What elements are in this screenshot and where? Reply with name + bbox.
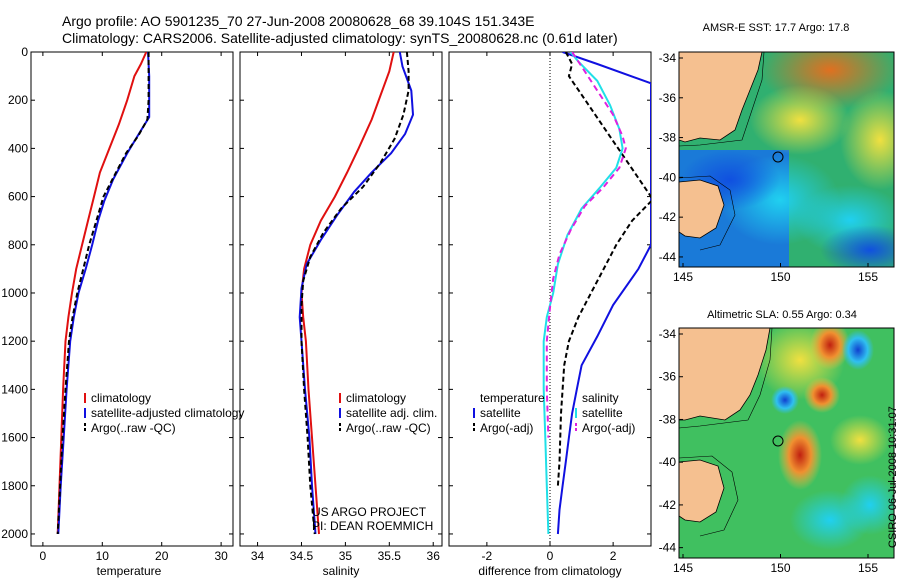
map-xtick-label: 155 <box>858 561 878 575</box>
depth-tick-label: 800 <box>8 238 28 252</box>
difference-series-temperature-argo-adj- <box>556 52 651 486</box>
sla-map-frame <box>678 327 895 559</box>
map-xtick-label: 150 <box>770 270 790 284</box>
legend-label: salinity <box>582 391 619 405</box>
figure-title-line1: Argo profile: AO 5901235_70 27-Jun-2008 … <box>62 13 535 29</box>
depth-tick-label: 1200 <box>1 334 28 348</box>
difference-xtick-label: 0 <box>547 549 554 563</box>
map-ytick-label: -44 <box>659 541 677 555</box>
map-ytick-label: -42 <box>659 210 677 224</box>
sla-tasmania <box>679 459 725 523</box>
temperature-series-climatology <box>56 52 148 535</box>
sla-mainland <box>679 328 771 421</box>
map-xtick-label: 145 <box>673 270 693 284</box>
sst-map-frame <box>678 51 895 268</box>
legend-label: climatology <box>346 391 406 405</box>
sla-argo-location-marker <box>772 435 784 447</box>
difference-series-temperature-satellite <box>556 52 651 535</box>
legend-label: climatology <box>91 391 151 405</box>
map-ytick-label: -44 <box>659 250 677 264</box>
map-ytick-label: -34 <box>659 327 677 341</box>
depth-tick-label: 200 <box>8 93 28 107</box>
legend-label: temperature <box>480 391 545 405</box>
salinity-panel: 34 34.5 35 35.5 36 salinity climatologysatel… <box>239 51 443 578</box>
salinity-axes-frame <box>239 51 443 547</box>
depth-tick-label: 0 <box>21 45 28 59</box>
map-ytick-label: -38 <box>659 131 677 145</box>
map-xtick-label: 145 <box>673 561 693 575</box>
sst-mainland <box>679 52 763 143</box>
difference-xtick-label: -2 <box>482 549 493 563</box>
map-ytick-label: -40 <box>659 170 677 184</box>
map-ytick-label: -40 <box>659 455 677 469</box>
legend-label: Argo(-adj) <box>582 421 635 435</box>
difference-xlabel: difference from climatology <box>478 564 621 578</box>
legend-label: satellite <box>480 406 521 420</box>
difference-xtick-label: 2 <box>610 549 617 563</box>
map-xtick-label: 150 <box>770 561 790 575</box>
salinity-xtick-label: 34 <box>251 549 265 563</box>
temperature-xtick-label: 30 <box>214 549 228 563</box>
depth-tick-label: 400 <box>8 141 28 155</box>
temperature-panel: 0 10 20 30 0 200 400 600 800 1000 1200 1400 1600 1800… <box>1 45 244 578</box>
salinity-xlabel: salinity <box>323 564 360 578</box>
sst-argo-location-marker <box>772 151 784 163</box>
salinity-series-climatology <box>300 52 395 535</box>
difference-series-salinity-satellite <box>542 52 624 535</box>
depth-tick-label: 2000 <box>1 527 28 541</box>
temperature-xtick-label: 10 <box>96 549 110 563</box>
sla-map-title: Altimetric SLA: 0.55 Argo: 0.34 <box>707 309 857 321</box>
difference-panel: -2 0 2 difference from climatology tempera… <box>448 51 652 578</box>
legend-label: satellite <box>582 406 623 420</box>
legend-label: Argo(-adj) <box>480 421 533 435</box>
salinity-xtick-label: 34.5 <box>290 549 314 563</box>
temperature-axes-frame <box>30 51 234 547</box>
sst-tasmania <box>679 179 725 239</box>
difference-series-salinity-argo-adj- <box>545 52 627 438</box>
salinity-series-satellite-adj-clim- <box>298 52 415 535</box>
temperature-xlabel: temperature <box>97 564 162 578</box>
salinity-xtick-label: 36 <box>427 549 441 563</box>
map-ytick-label: -38 <box>659 412 677 426</box>
figure-title-line2: Climatology: CARS2006. Satellite-adjuste… <box>62 30 618 46</box>
legend-label: satellite adj. clim. <box>346 406 437 420</box>
temperature-xtick-label: 0 <box>40 549 47 563</box>
map-ytick-label: -42 <box>659 498 677 512</box>
legend-label: satellite-adjusted climatology <box>91 406 244 420</box>
salinity-xtick-label: 35.5 <box>378 549 402 563</box>
sla-map-field <box>679 328 894 558</box>
map-ytick-label: -34 <box>659 51 677 65</box>
map-xtick-label: 155 <box>858 270 878 284</box>
depth-tick-label: 1400 <box>1 382 28 396</box>
map-ytick-label: -36 <box>659 91 677 105</box>
temperature-series-argo-raw-qc- <box>56 52 150 535</box>
salinity-series-argo-raw-qc- <box>300 52 410 535</box>
credit-pi: PI: DEAN ROEMMICH <box>312 519 433 533</box>
legend-label: Argo(..raw -QC) <box>91 421 176 435</box>
sst-map-title: AMSR-E SST: 17.7 Argo: 17.8 <box>703 22 850 34</box>
depth-tick-label: 1800 <box>1 479 28 493</box>
sla-map-panel: Altimetric SLA: 0.55 Argo: 0.34 145 150 15… <box>659 309 895 575</box>
legend-label: Argo(..raw -QC) <box>346 421 431 435</box>
depth-tick-label: 1600 <box>1 431 28 445</box>
map-ytick-label: -36 <box>659 370 677 384</box>
sst-map-field <box>679 52 894 267</box>
credit-project: US ARGO PROJECT <box>312 505 427 519</box>
csiro-timestamp-stamp: CSIRO 06-Jul-2008 10:31:07 <box>887 406 899 548</box>
temperature-xtick-label: 20 <box>155 549 169 563</box>
depth-tick-label: 1000 <box>1 286 28 300</box>
salinity-xtick-label: 35 <box>339 549 353 563</box>
sst-map-panel: AMSR-E SST: 17.7 Argo: 17.8 145 150 155 -34… <box>659 22 895 284</box>
depth-tick-label: 600 <box>8 190 28 204</box>
